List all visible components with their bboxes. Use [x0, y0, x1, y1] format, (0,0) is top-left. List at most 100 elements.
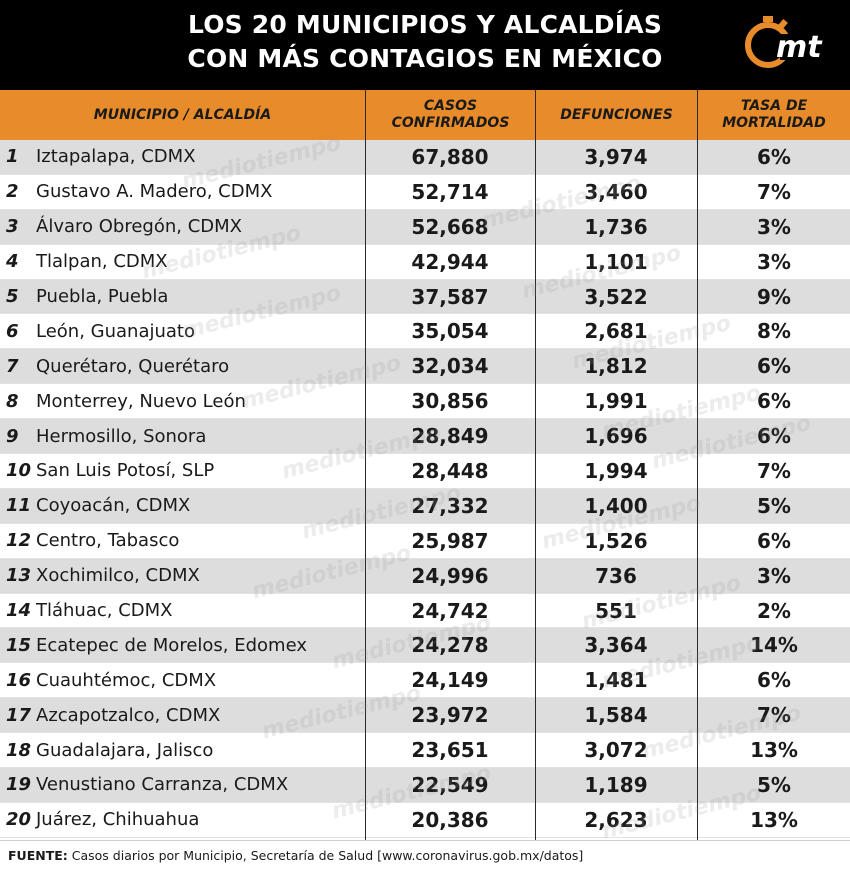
municipio-cell: Iztapalapa, CDMX	[36, 146, 196, 168]
casos-cell: 28,849	[411, 424, 489, 449]
municipio-cell: Monterrey, Nuevo León	[36, 390, 246, 412]
defunciones-cell: 3,974	[584, 144, 648, 169]
defunciones-cell: 1,736	[584, 214, 648, 239]
tasa-cell: 3%	[757, 214, 791, 239]
casos-cell: 30,856	[411, 389, 489, 414]
defunciones-cell: 1,584	[584, 703, 648, 728]
column-header-casos-line1: CASOS	[423, 98, 478, 114]
rank-cell: 12	[6, 530, 32, 552]
tasa-cell: 6%	[757, 144, 791, 169]
municipio-cell: Tláhuac, CDMX	[36, 600, 173, 622]
title-line-1: LOS 20 MUNICIPIOS Y ALCALDÍAS	[187, 10, 663, 39]
table-row: 8 Monterrey, Nuevo León 30,856 1,991 6%	[0, 384, 850, 420]
column-header-municipio-label: MUNICIPIO / ALCALDÍA	[93, 106, 272, 123]
table-row: 5 Puebla, Puebla 37,587 3,522 9%	[0, 279, 850, 315]
tasa-cell: 8%	[757, 319, 791, 344]
table-row: 10 San Luis Potosí, SLP 28,448 1,994 7%	[0, 454, 850, 489]
source-label: FUENTE:	[8, 848, 68, 863]
municipio-cell: Cuauhtémoc, CDMX	[36, 669, 217, 691]
defunciones-cell: 551	[595, 598, 637, 623]
tasa-cell: 2%	[757, 598, 791, 623]
municipio-cell: Juárez, Chihuahua	[36, 809, 200, 831]
table-row: 15 Ecatepec de Morelos, Edomex 24,278 3,364…	[0, 628, 850, 664]
defunciones-cell: 2,681	[584, 319, 648, 344]
rank-cell: 4	[6, 251, 19, 273]
defunciones-cell: 1,812	[584, 354, 648, 379]
table-row: 1 Iztapalapa, CDMX 67,880 3,974 6%	[0, 140, 850, 175]
rank-cell: 3	[6, 216, 19, 238]
municipio-cell: Gustavo A. Madero, CDMX	[36, 181, 273, 203]
rank-cell: 13	[6, 565, 32, 587]
source-text: Casos diarios por Municipio, Secretaría …	[71, 848, 584, 863]
casos-cell: 37,587	[411, 284, 489, 309]
defunciones-cell: 1,994	[584, 458, 648, 483]
municipio-cell: Álvaro Obregón, CDMX	[36, 216, 242, 238]
defunciones-cell: 736	[595, 563, 637, 588]
column-header-municipio: MUNICIPIO / ALCALDÍA	[0, 90, 365, 140]
rank-cell: 11	[6, 495, 32, 517]
column-header-row: MUNICIPIO / ALCALDÍA CASOS CONFIRMADOS D…	[0, 90, 850, 140]
municipio-cell: Centro, Tabasco	[36, 530, 180, 552]
table-row: 7 Querétaro, Querétaro 32,034 1,812 6%	[0, 349, 850, 385]
rank-cell: 7	[6, 355, 19, 377]
rank-cell: 14	[6, 600, 32, 622]
defunciones-cell: 1,400	[584, 493, 648, 518]
casos-cell: 24,149	[411, 668, 489, 693]
title-line-2: CON MÁS CONTAGIOS EN MÉXICO	[187, 44, 663, 73]
chart-title: LOS 20 MUNICIPIOS Y ALCALDÍAS CON MÁS CO…	[0, 8, 850, 76]
rank-cell: 20	[6, 809, 32, 831]
tasa-cell: 6%	[757, 354, 791, 379]
footer: FUENTE: Casos diarios por Municipio, Sec…	[0, 840, 850, 871]
rank-cell: 6	[6, 320, 19, 342]
tasa-cell: 3%	[757, 249, 791, 274]
municipio-cell: Venustiano Carranza, CDMX	[36, 774, 289, 796]
municipio-cell: San Luis Potosí, SLP	[36, 460, 215, 482]
table-row: 17 Azcapotzalco, CDMX 23,972 1,584 7%	[0, 698, 850, 734]
casos-cell: 20,386	[411, 807, 489, 832]
municipio-cell: Ecatepec de Morelos, Edomex	[36, 634, 307, 656]
municipio-cell: Hermosillo, Sonora	[36, 425, 207, 447]
stopwatch-logo-icon: mt	[745, 16, 823, 68]
tasa-cell: 3%	[757, 563, 791, 588]
column-divider	[535, 90, 536, 840]
tasa-cell: 7%	[757, 179, 791, 204]
rank-cell: 1	[6, 146, 19, 168]
defunciones-cell: 1,101	[584, 249, 648, 274]
table-row: 18 Guadalajara, Jalisco 23,651 3,072 13%	[0, 733, 850, 769]
table-row: 9 Hermosillo, Sonora 28,849 1,696 6%	[0, 419, 850, 455]
logo-text: mt	[776, 30, 823, 65]
tasa-cell: 9%	[757, 284, 791, 309]
table-row: 19 Venustiano Carranza, CDMX 22,549 1,189 5%	[0, 768, 850, 803]
column-header-defunciones-label: DEFUNCIONES	[560, 106, 673, 123]
municipio-cell: Puebla, Puebla	[36, 286, 169, 307]
municipio-cell: León, Guanajuato	[36, 320, 195, 342]
column-header-tasa-line2: MORTALIDAD	[722, 115, 826, 131]
rank-cell: 18	[6, 739, 32, 761]
municipio-cell: Querétaro, Querétaro	[36, 355, 230, 377]
casos-cell: 24,278	[411, 633, 489, 658]
column-divider	[697, 90, 698, 840]
casos-cell: 23,651	[411, 738, 489, 763]
column-header-tasa: TASA DE MORTALIDAD	[698, 90, 850, 140]
casos-cell: 52,714	[411, 179, 489, 204]
tasa-cell: 6%	[757, 528, 791, 553]
rank-cell: 17	[6, 704, 32, 726]
tasa-cell: 13%	[750, 807, 798, 832]
defunciones-cell: 3,460	[584, 179, 648, 204]
table-row: 13 Xochimilco, CDMX 24,996 736 3%	[0, 558, 850, 594]
data-table: 1 Iztapalapa, CDMX 67,880 3,974 6% 2 Gustavo A…	[0, 140, 850, 838]
tasa-cell: 6%	[757, 389, 791, 414]
defunciones-cell: 1,526	[584, 528, 648, 553]
column-header-casos: CASOS CONFIRMADOS	[366, 90, 535, 140]
tasa-cell: 5%	[757, 493, 791, 518]
rank-cell: 5	[6, 286, 19, 307]
tasa-cell: 14%	[750, 633, 798, 658]
defunciones-cell: 1,481	[584, 668, 648, 693]
casos-cell: 22,549	[411, 772, 489, 797]
table-row: 6 León, Guanajuato 35,054 2,681 8%	[0, 314, 850, 350]
municipio-cell: Tlalpan, CDMX	[36, 251, 168, 273]
source-note: FUENTE: Casos diarios por Municipio, Sec…	[8, 848, 583, 863]
table-row: 3 Álvaro Obregón, CDMX 52,668 1,736 3%	[0, 209, 850, 245]
table-row: 20 Juárez, Chihuahua 20,386 2,623 13%	[0, 802, 850, 838]
defunciones-cell: 3,522	[584, 284, 648, 309]
